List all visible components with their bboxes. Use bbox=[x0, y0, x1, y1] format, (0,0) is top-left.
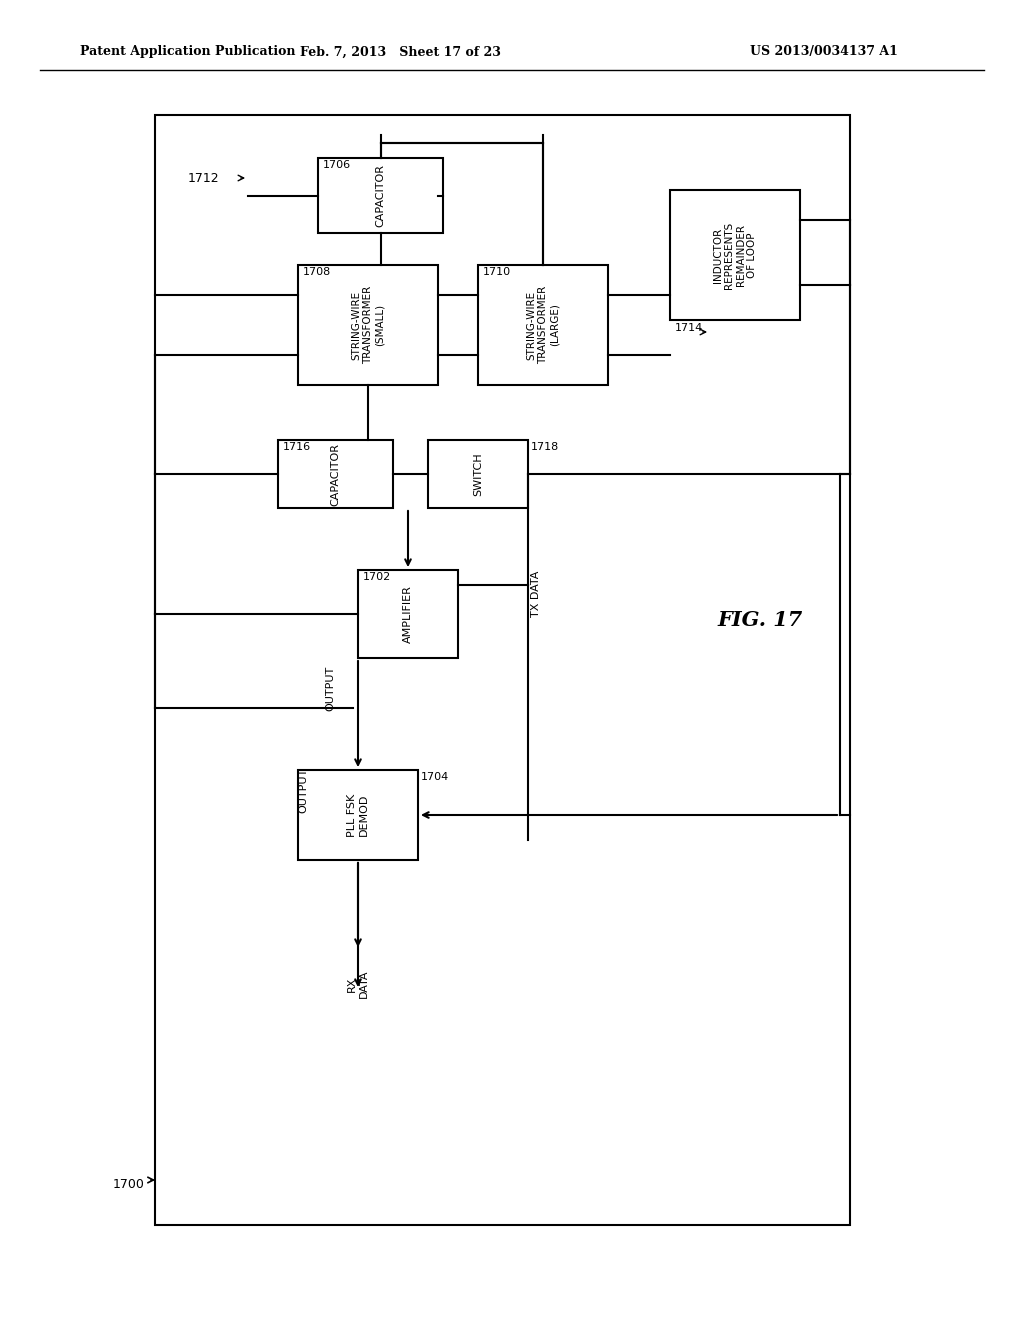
Text: 1700: 1700 bbox=[113, 1179, 144, 1192]
Text: SWITCH: SWITCH bbox=[473, 453, 483, 496]
Text: CAPACITOR: CAPACITOR bbox=[376, 164, 385, 227]
Text: STRING-WIRE
TRANSFORMER
(LARGE): STRING-WIRE TRANSFORMER (LARGE) bbox=[526, 286, 559, 364]
Text: STRING-WIRE
TRANSFORMER
(SMALL): STRING-WIRE TRANSFORMER (SMALL) bbox=[351, 286, 385, 364]
Text: 1714: 1714 bbox=[675, 323, 703, 333]
Bar bbox=[155, 115, 850, 1225]
Text: 1702: 1702 bbox=[362, 572, 391, 582]
Text: OUTPUT: OUTPUT bbox=[325, 665, 335, 710]
Bar bbox=[298, 265, 438, 385]
Text: 1704: 1704 bbox=[421, 772, 450, 781]
Text: Patent Application Publication: Patent Application Publication bbox=[80, 45, 296, 58]
Bar bbox=[278, 440, 393, 508]
Text: TX DATA: TX DATA bbox=[531, 570, 541, 618]
Bar bbox=[670, 190, 800, 319]
Text: AMPLIFIER: AMPLIFIER bbox=[403, 585, 413, 643]
Text: US 2013/0034137 A1: US 2013/0034137 A1 bbox=[750, 45, 898, 58]
Text: OUTPUT: OUTPUT bbox=[298, 767, 308, 813]
Bar bbox=[298, 770, 418, 861]
Text: PLL FSK
DEMOD: PLL FSK DEMOD bbox=[347, 793, 369, 837]
Bar bbox=[318, 158, 443, 234]
Text: 1710: 1710 bbox=[483, 267, 511, 277]
Text: CAPACITOR: CAPACITOR bbox=[331, 442, 341, 506]
Text: FIG. 17: FIG. 17 bbox=[718, 610, 803, 630]
Text: RX
DATA: RX DATA bbox=[347, 970, 369, 998]
Text: 1708: 1708 bbox=[303, 267, 331, 277]
Text: INDUCTOR
REPRESENTS
REMAINDER
OF LOOP: INDUCTOR REPRESENTS REMAINDER OF LOOP bbox=[713, 222, 758, 289]
Text: 1712: 1712 bbox=[188, 172, 219, 185]
Text: 1706: 1706 bbox=[323, 160, 351, 170]
Text: 1718: 1718 bbox=[531, 442, 559, 451]
Bar bbox=[478, 265, 608, 385]
Bar bbox=[248, 135, 738, 550]
Text: Feb. 7, 2013   Sheet 17 of 23: Feb. 7, 2013 Sheet 17 of 23 bbox=[300, 45, 501, 58]
Bar bbox=[428, 440, 528, 508]
Bar bbox=[358, 570, 458, 657]
Text: 1716: 1716 bbox=[283, 442, 311, 451]
